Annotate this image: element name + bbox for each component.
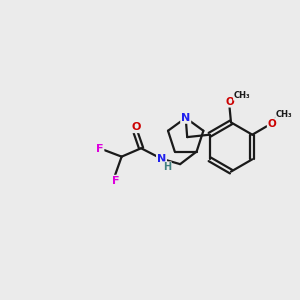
Text: O: O	[131, 122, 140, 132]
Text: F: F	[112, 176, 119, 186]
Text: F: F	[96, 143, 103, 154]
Text: CH₃: CH₃	[234, 91, 250, 100]
Text: CH₃: CH₃	[276, 110, 292, 119]
Text: N: N	[157, 154, 166, 164]
Text: H: H	[163, 162, 171, 172]
Text: O: O	[225, 97, 234, 107]
Text: O: O	[268, 119, 277, 129]
Text: N: N	[181, 113, 190, 123]
